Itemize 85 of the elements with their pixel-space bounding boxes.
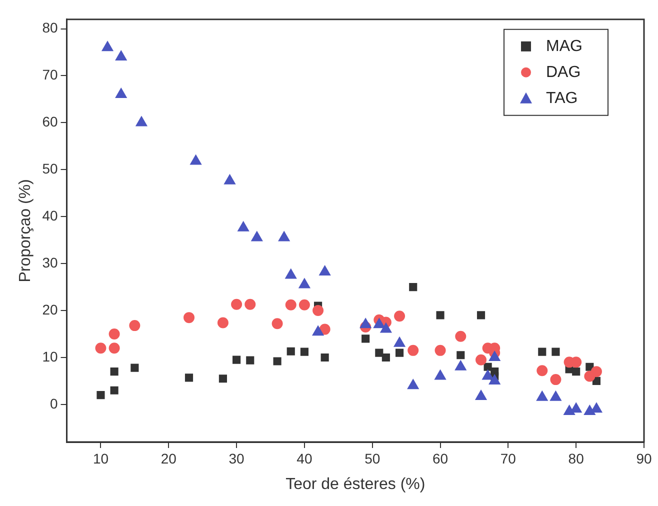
point bbox=[285, 268, 297, 279]
point bbox=[407, 379, 419, 390]
point bbox=[312, 326, 324, 336]
point bbox=[380, 322, 392, 333]
point bbox=[300, 348, 308, 356]
point bbox=[476, 311, 486, 320]
point bbox=[434, 344, 446, 356]
point bbox=[217, 317, 228, 328]
point bbox=[110, 368, 118, 376]
x-tick-label: 10 bbox=[92, 450, 109, 466]
y-tick-label: 0 bbox=[50, 395, 58, 412]
point bbox=[395, 348, 404, 357]
point bbox=[285, 299, 296, 310]
point bbox=[232, 356, 241, 364]
point bbox=[319, 324, 330, 335]
point bbox=[130, 364, 139, 372]
point bbox=[251, 231, 263, 242]
x-tick-label: 20 bbox=[160, 450, 177, 466]
legend-label: DAG bbox=[546, 64, 581, 81]
point bbox=[184, 312, 195, 324]
point bbox=[184, 374, 194, 382]
point bbox=[436, 311, 444, 320]
y-tick-label: 40 bbox=[42, 207, 58, 224]
point bbox=[552, 348, 560, 356]
y-tick-label: 30 bbox=[42, 254, 58, 270]
point bbox=[409, 283, 418, 292]
point bbox=[375, 348, 384, 357]
point bbox=[286, 347, 295, 356]
point bbox=[115, 88, 127, 98]
x-axis-title: Teor de ésteres (%) bbox=[286, 476, 426, 493]
point bbox=[590, 366, 602, 378]
point bbox=[244, 298, 256, 310]
point bbox=[95, 342, 106, 354]
point bbox=[273, 357, 282, 366]
point bbox=[129, 320, 140, 332]
point bbox=[272, 318, 283, 330]
y-tick-label: 70 bbox=[42, 66, 58, 83]
point bbox=[218, 374, 227, 383]
point bbox=[96, 391, 105, 400]
point bbox=[224, 174, 236, 184]
point bbox=[246, 356, 254, 364]
y-tick-label: 20 bbox=[42, 301, 58, 318]
y-tick-label: 80 bbox=[42, 20, 58, 36]
point bbox=[238, 221, 250, 232]
point bbox=[298, 278, 310, 288]
point bbox=[108, 328, 120, 340]
y-tick-label: 10 bbox=[42, 348, 58, 364]
x-tick-label: 60 bbox=[432, 450, 448, 466]
point bbox=[536, 365, 548, 376]
y-tick-label: 60 bbox=[42, 114, 58, 130]
point bbox=[550, 374, 562, 386]
point bbox=[312, 305, 324, 316]
point bbox=[373, 318, 385, 328]
point bbox=[455, 330, 466, 342]
x-tick-label: 90 bbox=[636, 450, 652, 466]
legend-label: TAG bbox=[546, 90, 578, 107]
point bbox=[102, 41, 114, 52]
point bbox=[456, 351, 465, 360]
point bbox=[382, 353, 390, 362]
point bbox=[136, 116, 148, 126]
point bbox=[538, 348, 546, 356]
point bbox=[572, 368, 580, 376]
point bbox=[394, 310, 406, 322]
legend-label: MAG bbox=[546, 38, 582, 55]
point bbox=[115, 50, 127, 60]
point bbox=[319, 266, 331, 276]
point bbox=[231, 298, 242, 310]
point bbox=[320, 353, 329, 362]
point bbox=[362, 334, 370, 343]
x-tick-label: 80 bbox=[568, 450, 584, 466]
x-tick-label: 40 bbox=[296, 450, 312, 466]
point bbox=[476, 354, 487, 366]
point bbox=[408, 344, 419, 356]
y-tick-label: 50 bbox=[42, 160, 58, 177]
x-tick-label: 70 bbox=[500, 450, 516, 466]
point bbox=[108, 342, 120, 354]
x-tick-label: 30 bbox=[228, 450, 245, 466]
point bbox=[298, 299, 310, 310]
point bbox=[360, 318, 372, 328]
point bbox=[394, 336, 406, 347]
point bbox=[278, 231, 290, 242]
x-tick-label: 50 bbox=[364, 450, 380, 466]
y-axis-title: Proporçao (%) bbox=[17, 179, 34, 282]
point bbox=[190, 154, 202, 165]
point bbox=[110, 386, 118, 394]
